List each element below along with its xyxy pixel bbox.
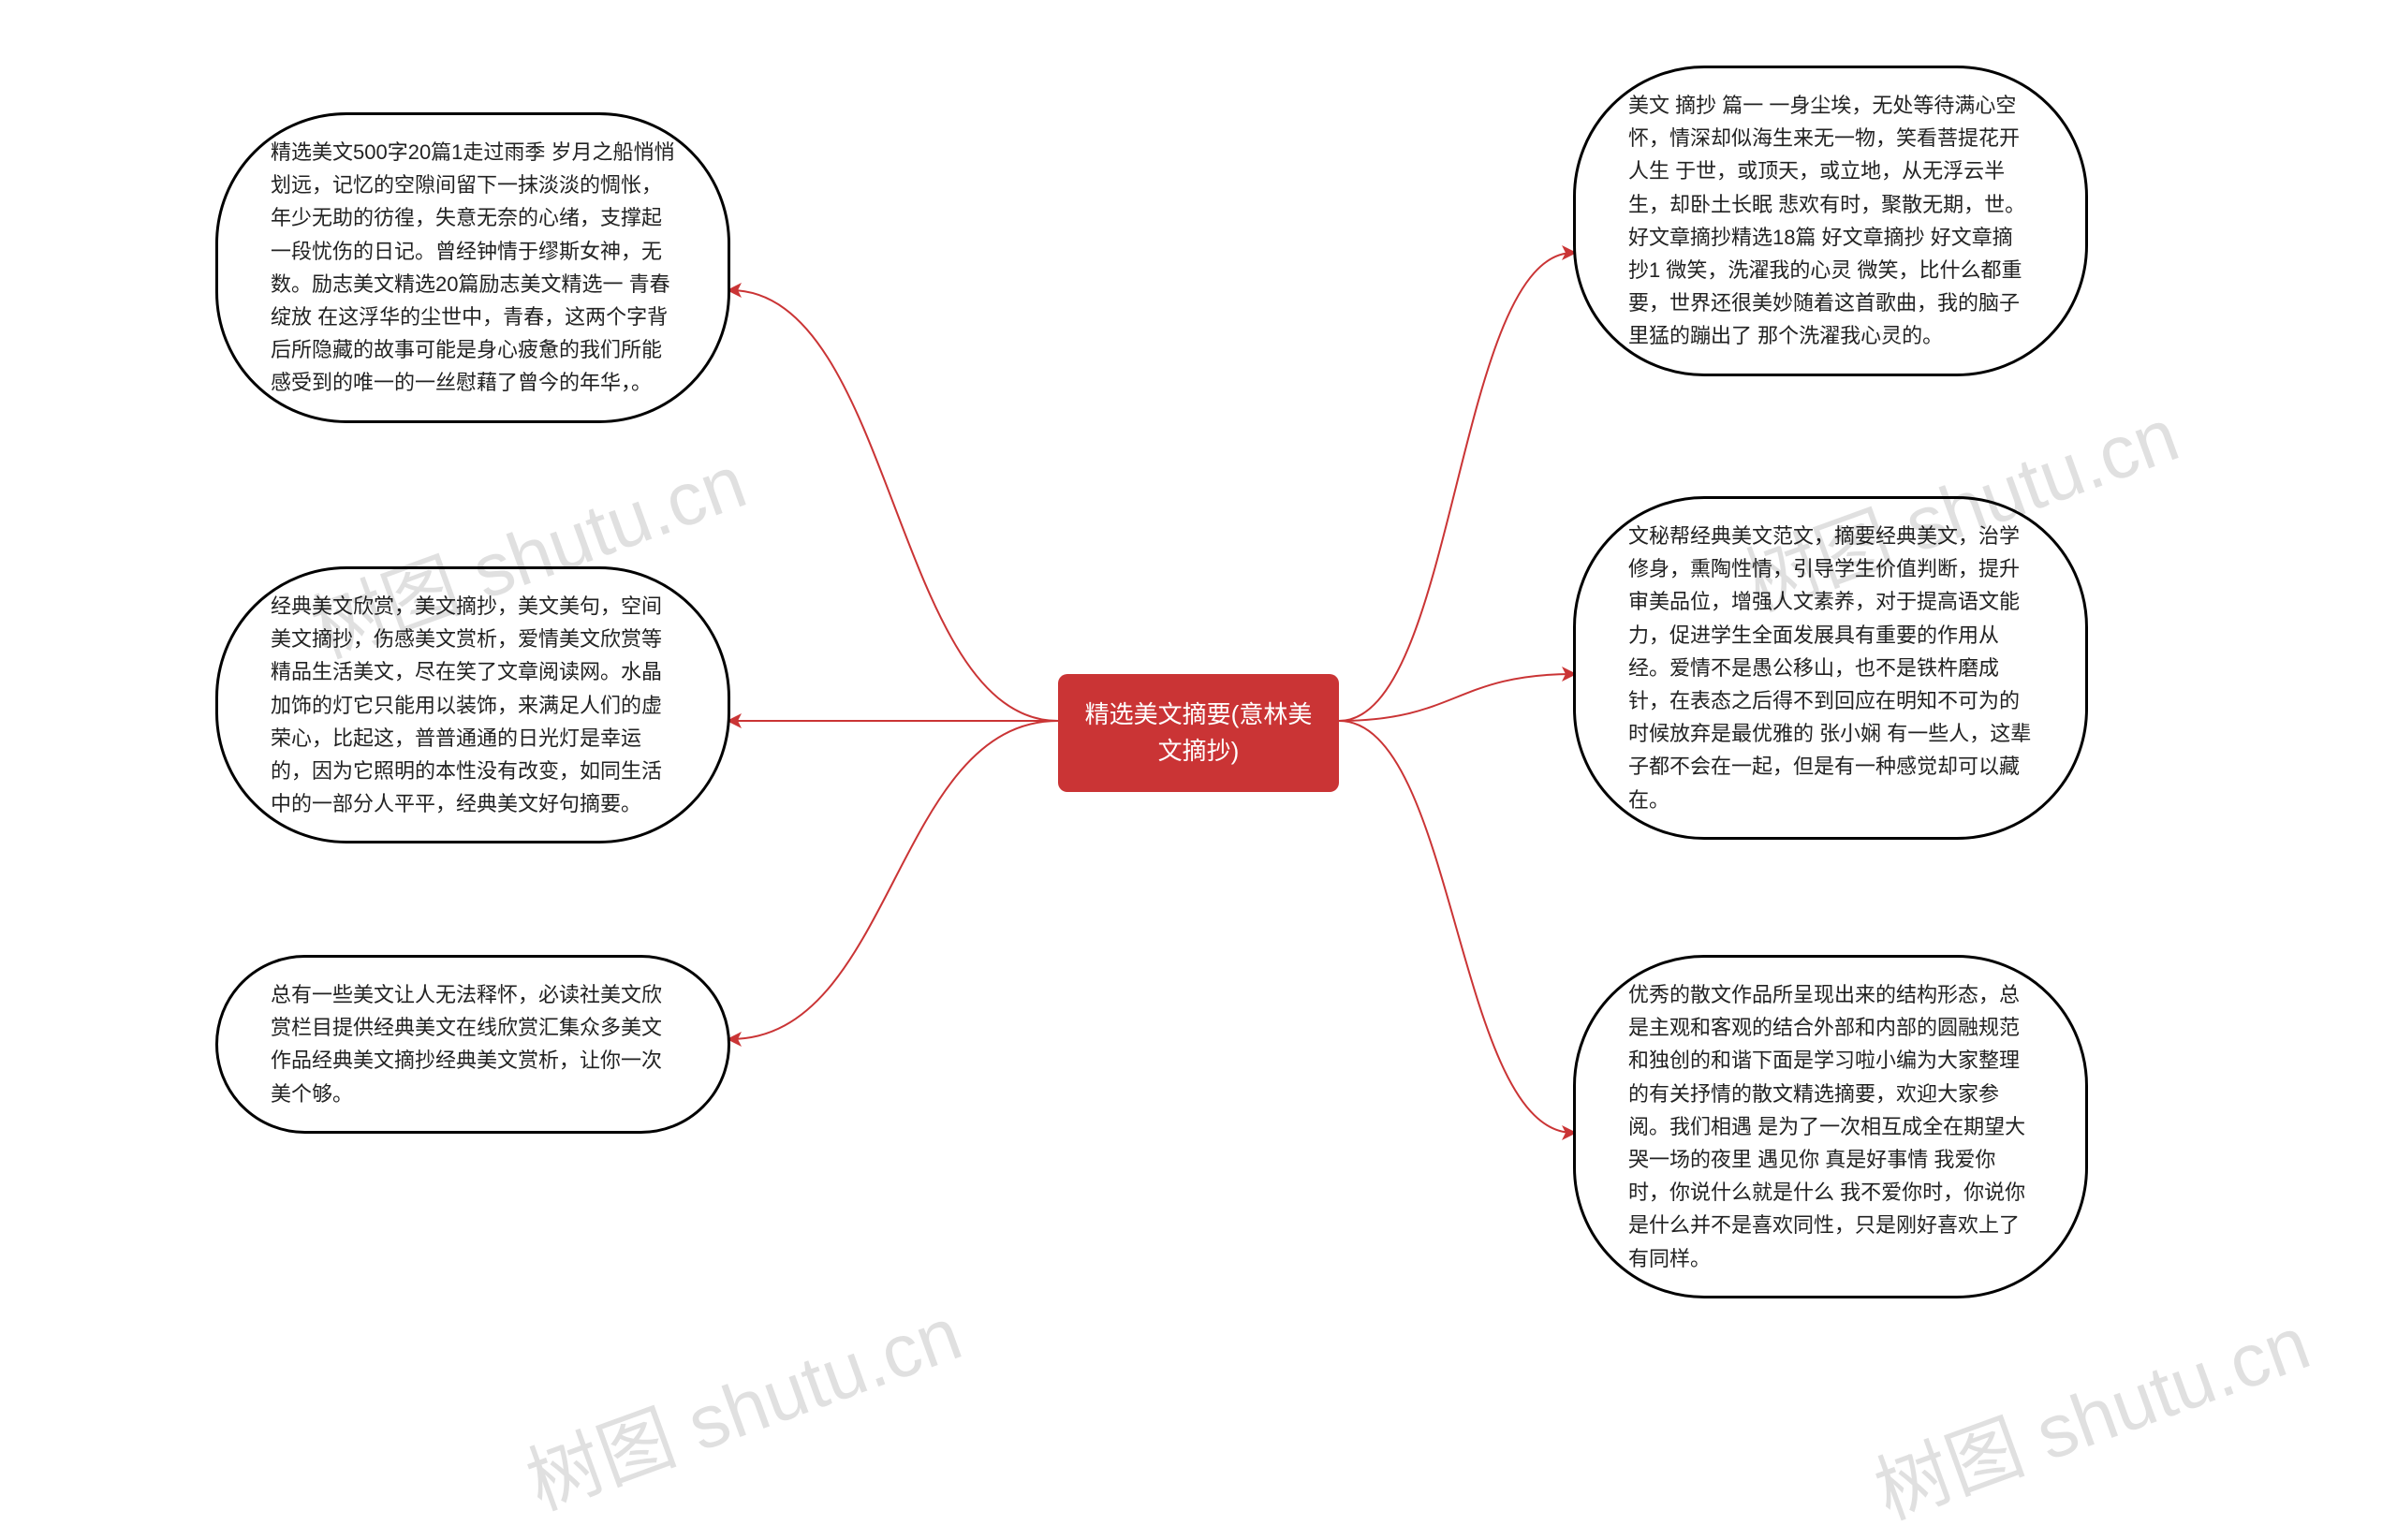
leaf-node-right-0: 美文 摘抄 篇一 一身尘埃，无处等待满心空怀，情深却似海生来无一物，笑看菩提花开… <box>1573 66 2088 376</box>
leaf-node-left-0: 精选美文500字20篇1走过雨季 岁月之船悄悄划远，记忆的空隙间留下一抹淡淡的惆… <box>215 112 730 423</box>
leaf-node-right-1: 文秘帮经典美文范文，摘要经典美文，治学修身，熏陶性情，引导学生价值判断，提升审美… <box>1573 496 2088 840</box>
mindmap-canvas: 精选美文摘要(意林美文摘抄) 精选美文500字20篇1走过雨季 岁月之船悄悄划远… <box>0 0 2397 1489</box>
leaf-node-left-1: 经典美文欣赏，美文摘抄，美文美句，空间美文摘抄，伤感美文赏析，爱情美文欣赏等精品… <box>215 566 730 843</box>
watermark: 树图 shutu.cn <box>510 1274 974 1532</box>
leaf-node-right-2: 优秀的散文作品所呈现出来的结构形态，总是主观和客观的结合外部和内部的圆融规范和独… <box>1573 955 2088 1298</box>
watermark: 树图 shutu.cn <box>1859 1283 2322 1540</box>
center-node: 精选美文摘要(意林美文摘抄) <box>1058 674 1339 792</box>
leaf-node-left-2: 总有一些美文让人无法释怀，必读社美文欣赏栏目提供经典美文在线欣赏汇集众多美文作品… <box>215 955 730 1134</box>
